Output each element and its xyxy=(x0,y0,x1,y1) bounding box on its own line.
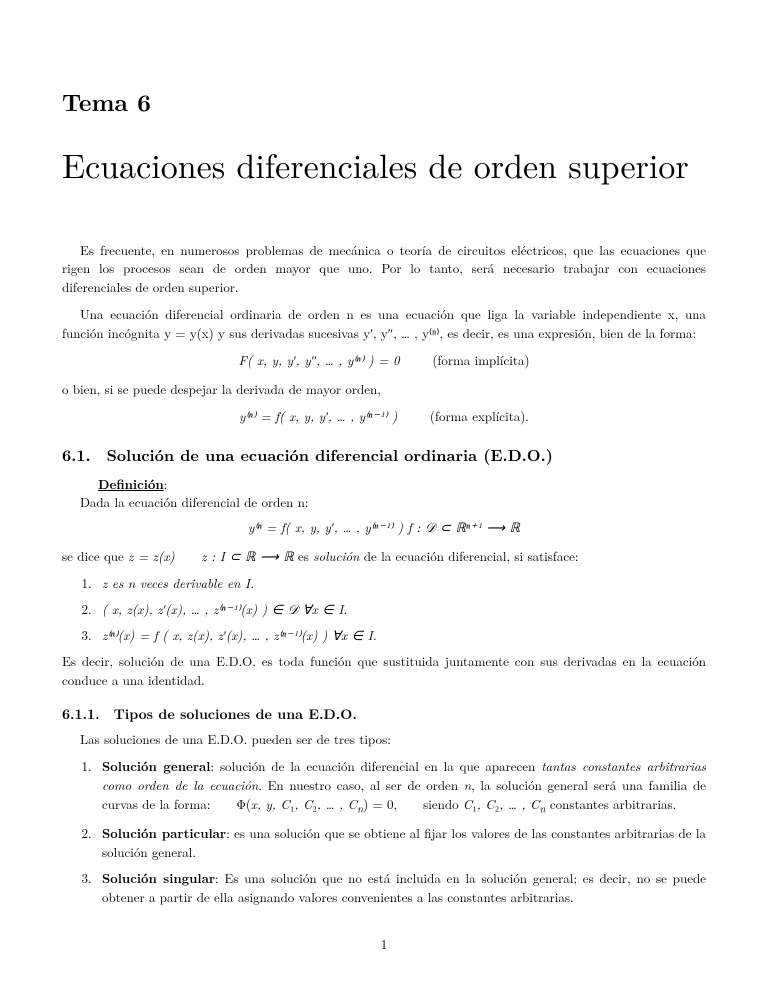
section-number: 6.1. xyxy=(62,443,91,466)
definition-label: Definición xyxy=(98,474,164,493)
list-item: Solución general: solución de la ecuació… xyxy=(96,757,706,817)
definition-text: Dada la ecuación diferencial de orden n: xyxy=(80,492,309,511)
section-title: Solución de una ecuación diferencial ord… xyxy=(107,443,553,466)
page-number: 1 xyxy=(62,935,706,954)
eq-implicit-expr: F( x, y, y′, y″, … , y⁽ⁿ⁾ ) = 0 xyxy=(238,350,399,369)
equation-implicit: F( x, y, y′, y″, … , y⁽ⁿ⁾ ) = 0 (forma i… xyxy=(62,351,706,370)
definition-equation: y⁽ⁿ = f( x, y, y′, … , y⁽ⁿ⁻¹⁾ ) f : 𝒟 ⊂ … xyxy=(62,518,706,537)
subsection-title: Tipos de soluciones de una E.D.O. xyxy=(114,704,357,724)
sec611-lead: Las soluciones de una E.D.O. pueden ser … xyxy=(62,730,706,749)
section-6-1-heading: 6.1. Solución de una ecuación diferencial… xyxy=(62,443,706,466)
list-item: Solución singular: Es una solución que n… xyxy=(96,869,706,907)
list-item: z es n veces derivable en I. xyxy=(96,574,706,593)
eq-explicit-expr: y⁽ⁿ⁾ = f( x, y, y′, … , y⁽ⁿ⁻¹⁾ ) xyxy=(239,406,397,425)
list-item: z⁽ⁿ⁾(x) = f ( x, z(x), z′(x), … , z⁽ⁿ⁻¹⁾… xyxy=(96,626,706,645)
intro-paragraph-1: Es frecuente, en numerosos problemas de … xyxy=(62,241,706,298)
subsection-number: 6.1.1. xyxy=(62,704,100,724)
subsection-6-1-1-heading: 6.1.1. Tipos de soluciones de una E.D.O. xyxy=(62,704,706,724)
after-def-text: se dice que z = z(x) z : I ⊂ ℝ ⟶ ℝ es so… xyxy=(62,547,706,566)
solution-types-list: Solución general: solución de la ecuació… xyxy=(80,757,706,906)
chapter-label: Tema 6 xyxy=(62,85,706,120)
def-eq-expr: y⁽ⁿ = f( x, y, y′, … , y⁽ⁿ⁻¹⁾ ) f : 𝒟 ⊂ … xyxy=(248,517,520,536)
solution-conditions-list: z es n veces derivable en I. ( x, z(x), … xyxy=(80,574,706,645)
list-item: Solución particular: es una solución que… xyxy=(96,824,706,862)
intro-paragraph-3: o bien, si se puede despejar la derivada… xyxy=(62,380,706,399)
eq-implicit-label: (forma implícita) xyxy=(432,350,529,369)
sec61-closing: Es decir, solución de una E.D.O. es toda… xyxy=(62,652,706,690)
chapter-title: Ecuaciones diferenciales de orden superi… xyxy=(62,144,706,185)
list-item: ( x, z(x), z′(x), … , z⁽ⁿ⁻¹⁾(x) ) ∈ 𝒟 ∀x… xyxy=(96,600,706,619)
equation-explicit: y⁽ⁿ⁾ = f( x, y, y′, … , y⁽ⁿ⁻¹⁾ ) (forma … xyxy=(62,407,706,426)
eq-explicit-label: (forma explícita). xyxy=(430,406,529,425)
intro-paragraph-2: Una ecuación diferencial ordinaria de or… xyxy=(62,305,706,343)
